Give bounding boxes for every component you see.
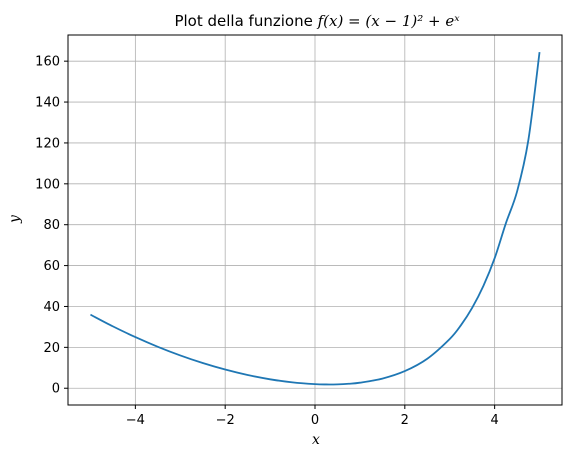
y-tick-label: 40 xyxy=(43,300,60,315)
data-point xyxy=(292,382,293,383)
data-point xyxy=(112,326,113,327)
x-tick-label: 0 xyxy=(311,413,319,428)
y-tick-label: 160 xyxy=(35,55,60,70)
data-point xyxy=(348,383,349,384)
data-point xyxy=(180,355,181,356)
data-point xyxy=(449,338,450,339)
data-point xyxy=(225,369,226,370)
data-point xyxy=(157,346,158,347)
data-point xyxy=(382,378,383,379)
grid xyxy=(68,35,562,405)
chart-title-prefix: Plot della funzione xyxy=(174,12,317,30)
y-tick-label: 100 xyxy=(35,177,60,192)
y-tick-label: 80 xyxy=(43,218,60,233)
data-point xyxy=(539,52,540,53)
data-point xyxy=(202,362,203,363)
y-tick-label: 60 xyxy=(43,259,60,274)
x-tick-label: 4 xyxy=(490,413,498,428)
data-point xyxy=(247,374,248,375)
data-point xyxy=(269,379,270,380)
y-tick-label: 0 xyxy=(52,382,60,397)
chart-title: Plot della funzione f(x) = (x − 1)² + eˣ xyxy=(174,12,460,30)
x-tick-label: 2 xyxy=(401,413,409,428)
y-tick-label: 140 xyxy=(35,96,60,111)
series-layer xyxy=(90,52,541,386)
data-point xyxy=(90,314,91,315)
x-axis-label: x xyxy=(312,432,320,448)
data-point xyxy=(326,384,327,385)
x-tick-label: −4 xyxy=(126,413,145,428)
data-point xyxy=(472,307,473,308)
y-tick-label: 20 xyxy=(43,341,60,356)
data-point xyxy=(516,191,517,192)
data-point xyxy=(460,325,461,326)
data-point xyxy=(427,358,428,359)
data-point xyxy=(528,140,529,141)
data-point xyxy=(404,370,405,371)
data-point xyxy=(483,285,484,286)
data-point xyxy=(505,223,506,224)
y-tick-label: 120 xyxy=(35,136,60,151)
data-point xyxy=(314,384,315,385)
data-point xyxy=(359,382,360,383)
data-point xyxy=(135,336,136,337)
data-point xyxy=(494,258,495,259)
chart-title-formula: f(x) = (x − 1)² + eˣ xyxy=(317,12,461,30)
x-tick-label: −2 xyxy=(216,413,235,428)
series-line xyxy=(90,52,541,386)
y-axis-label: y xyxy=(7,214,23,224)
data-point xyxy=(337,384,338,385)
